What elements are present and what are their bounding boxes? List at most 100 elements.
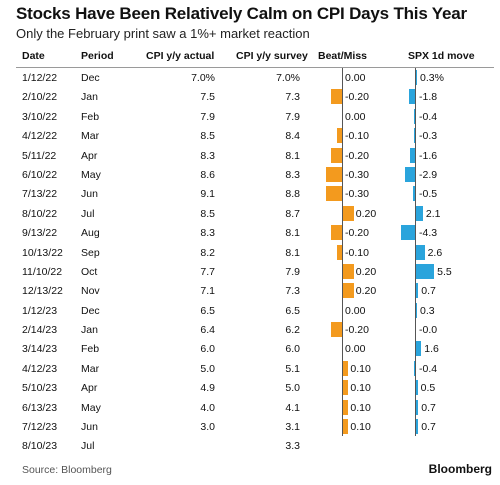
- beat-miss-label: 0.20: [355, 285, 377, 298]
- spx-move-label: 0.7: [421, 285, 436, 298]
- cell-period: Jan: [81, 91, 98, 104]
- spx-axis: [415, 339, 416, 359]
- table-row: 4/12/22 Mar 8.5 8.4 -0.10 -0.3: [0, 126, 500, 146]
- cell-cpi-actual: 8.2: [200, 246, 215, 259]
- spx-move-bar: [416, 341, 422, 357]
- spx-move-label: 0.3%: [419, 72, 444, 84]
- cell-period: May: [81, 401, 101, 414]
- cell-date: 1/12/22: [22, 72, 58, 84]
- beat-miss-label: 0.10: [350, 401, 371, 414]
- cell-period: Sep: [81, 246, 100, 259]
- table-row: 8/10/22 Jul 8.5 8.7 0.20 2.1: [0, 203, 500, 224]
- spx-move-label: 0.3: [419, 304, 435, 317]
- table-row: 8/10/23 Jul 3.3: [0, 436, 500, 455]
- cell-cpi-actual: 3.0: [200, 421, 215, 434]
- spx-move-bar: [416, 205, 423, 221]
- beat-miss-label: 0.00: [345, 343, 366, 356]
- cell-cpi-survey: 6.0: [285, 343, 300, 356]
- beat-miss-bar: [331, 147, 342, 163]
- cell-date: 6/13/23: [22, 401, 58, 414]
- beat-miss-axis: [342, 223, 343, 243]
- spx-axis: [415, 397, 416, 418]
- table-row: 9/13/22 Aug 8.3 8.1 -0.20 -4.3: [0, 223, 500, 243]
- spx-move-bar: [416, 244, 425, 260]
- cell-cpi-survey: 4.1: [285, 401, 300, 414]
- beat-miss-axis: [342, 87, 343, 107]
- table-row: 5/11/22 Apr 8.3 8.1 -0.20 -1.6: [0, 145, 500, 165]
- beat-miss-label: 0.20: [355, 207, 377, 220]
- cell-cpi-survey: 8.8: [285, 188, 300, 201]
- beat-miss-axis: [342, 378, 343, 398]
- table-row: 1/12/22 Dec 7.0% 7.0% 0.00 0.3%: [0, 68, 500, 88]
- table-row: 7/12/23 Jun 3.0 3.1 0.10 0.7: [0, 417, 500, 437]
- beat-miss-label: 0.10: [350, 362, 371, 375]
- cell-cpi-actual: 8.5: [200, 207, 215, 220]
- cell-period: May: [81, 168, 101, 181]
- spx-move-label: -0.4: [419, 362, 438, 375]
- beat-miss-axis: [342, 145, 343, 165]
- spx-move-bar: [416, 302, 417, 318]
- spx-axis: [415, 164, 416, 185]
- cell-cpi-survey: 3.3: [285, 440, 300, 453]
- beat-miss-label: 0.10: [350, 382, 371, 395]
- spx-axis: [415, 281, 416, 301]
- cell-date: 8/10/22: [22, 207, 58, 220]
- cell-period: Apr: [81, 149, 98, 162]
- table-row: 7/13/22 Jun 9.1 8.8 -0.30 -0.5: [0, 184, 500, 204]
- beat-miss-bar: [343, 263, 354, 279]
- cell-date: 11/10/22: [22, 265, 63, 278]
- cell-date: 7/13/22: [22, 188, 58, 201]
- cell-cpi-survey: 6.5: [285, 304, 300, 317]
- beat-miss-axis: [342, 164, 343, 185]
- beat-miss-axis: [342, 300, 343, 321]
- table-header: Date Period CPI y/y actual CPI y/y surve…: [0, 50, 500, 66]
- spx-axis: [415, 145, 416, 165]
- beat-miss-axis: [342, 417, 343, 437]
- cell-date: 10/13/22: [22, 246, 63, 259]
- cell-cpi-survey: 5.1: [285, 362, 300, 375]
- spx-move-bar: [413, 360, 415, 376]
- cell-cpi-survey: 7.9: [285, 110, 300, 123]
- spx-move-label: 2.6: [427, 246, 443, 259]
- cell-date: 5/11/22: [22, 149, 57, 162]
- cell-cpi-actual: 7.9: [200, 110, 215, 123]
- brand-logo: Bloomberg: [428, 462, 492, 476]
- cell-cpi-actual: 8.5: [200, 130, 215, 143]
- beat-miss-bar: [343, 360, 349, 376]
- beat-miss-bar: [343, 399, 349, 415]
- cell-date: 7/12/23: [22, 421, 58, 434]
- beat-miss-bar: [331, 89, 342, 105]
- table-row: 3/10/22 Feb 7.9 7.9 0.00 -0.4: [0, 106, 500, 127]
- cell-cpi-actual: 7.5: [200, 91, 215, 104]
- cell-period: Jun: [81, 188, 98, 201]
- beat-miss-axis: [342, 261, 343, 282]
- beat-miss-bar: [331, 322, 342, 338]
- beat-miss-label: -0.30: [345, 168, 369, 181]
- table-row: 6/10/22 May 8.6 8.3 -0.30 -2.9: [0, 164, 500, 185]
- beat-miss-label: 0.00: [345, 72, 366, 84]
- spx-axis: [415, 203, 416, 224]
- spx-move-label: 0.5: [420, 382, 436, 395]
- cell-date: 2/14/23: [22, 324, 58, 337]
- beat-miss-label: -0.20: [345, 324, 369, 337]
- spx-axis: [415, 320, 416, 340]
- cell-period: Mar: [81, 362, 100, 375]
- table-row: 6/13/23 May 4.0 4.1 0.10 0.7: [0, 397, 500, 418]
- spx-axis: [415, 358, 416, 379]
- beat-miss-bar: [343, 419, 349, 435]
- col-header-spx-move: SPX 1d move: [408, 50, 475, 62]
- cell-date: 12/13/22: [22, 285, 63, 298]
- cell-cpi-actual: 7.1: [200, 285, 215, 298]
- spx-move-label: -0.3: [419, 130, 438, 143]
- cell-period: Aug: [81, 227, 100, 240]
- table-row: 5/10/23 Apr 4.9 5.0 0.10 0.5: [0, 378, 500, 398]
- table-row: 1/12/23 Dec 6.5 6.5 0.00 0.3: [0, 300, 500, 321]
- table-row: 3/14/23 Feb 6.0 6.0 0.00 1.6: [0, 339, 500, 359]
- spx-move-label: -0.4: [419, 110, 438, 123]
- beat-miss-bar: [336, 244, 342, 260]
- spx-move-bar: [416, 380, 418, 396]
- header-rule: [16, 67, 494, 68]
- cell-date: 9/13/22: [22, 227, 58, 240]
- cell-period: Jun: [81, 421, 98, 434]
- beat-miss-bar: [343, 283, 354, 299]
